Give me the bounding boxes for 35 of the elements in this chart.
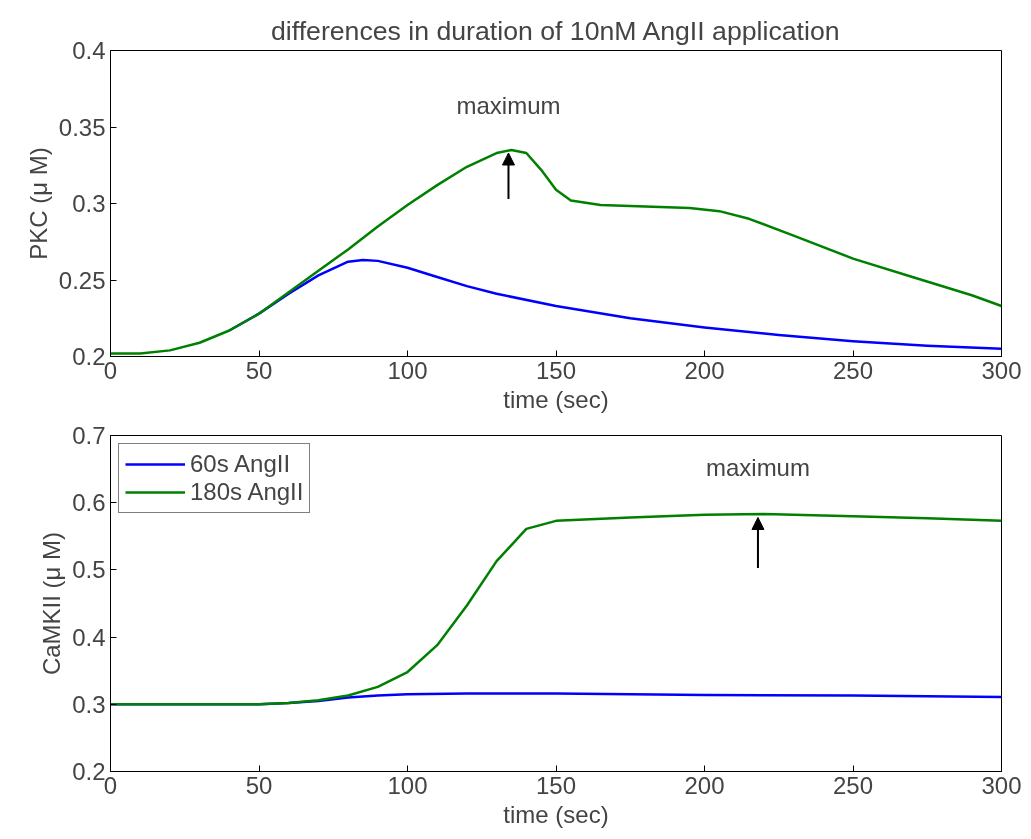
- line-series: [110, 512, 1002, 706]
- x-tick-label: 100: [387, 356, 428, 384]
- x-tick-label: 50: [245, 771, 273, 799]
- x-tick-label: 250: [832, 771, 874, 799]
- y-tick-label: 0.2: [72, 758, 106, 785]
- x-tick-label: 50: [245, 356, 273, 384]
- chart-title: differences in duration of 10nM AngII application: [270, 15, 840, 46]
- x-tick-label: 150: [535, 771, 577, 799]
- x-axis-title: time (sec): [503, 800, 609, 828]
- y-tick-label: 0.3: [72, 190, 106, 217]
- y-tick-label: 0.7: [72, 422, 106, 449]
- y-axis-title: PKC (μ M): [24, 147, 52, 260]
- y-tick-label: 0.2: [72, 343, 106, 370]
- y-tick-label: 0.6: [72, 489, 106, 517]
- x-tick-label: 250: [832, 356, 874, 384]
- annotation: maximum: [705, 453, 810, 481]
- y-tick-label: 0.4: [72, 623, 106, 651]
- x-tick-label: 150: [535, 356, 577, 384]
- y-tick-label: 0.25: [58, 266, 106, 294]
- x-tick-label: 0: [103, 771, 118, 799]
- y-tick-label: 0.3: [72, 690, 106, 718]
- y-tick-label: 0.5: [72, 556, 106, 584]
- annotation: maximum: [456, 92, 561, 120]
- x-tick-label: 200: [684, 771, 725, 799]
- y-axis-title: CaMKII (μ M): [38, 531, 66, 676]
- x-axis-title: time (sec): [503, 385, 609, 413]
- y-tick-label: 0.4: [72, 37, 106, 64]
- y-tick-label: 0.35: [58, 113, 106, 141]
- x-tick-label: 0: [103, 356, 118, 384]
- x-tick-label: 200: [684, 356, 725, 384]
- legend-label: 60s AngII: [190, 450, 291, 478]
- x-tick-label: 300: [981, 356, 1022, 384]
- legend-label: 180s AngII: [190, 478, 304, 506]
- x-tick-label: 100: [387, 771, 428, 799]
- x-tick-label: 300: [981, 771, 1022, 799]
